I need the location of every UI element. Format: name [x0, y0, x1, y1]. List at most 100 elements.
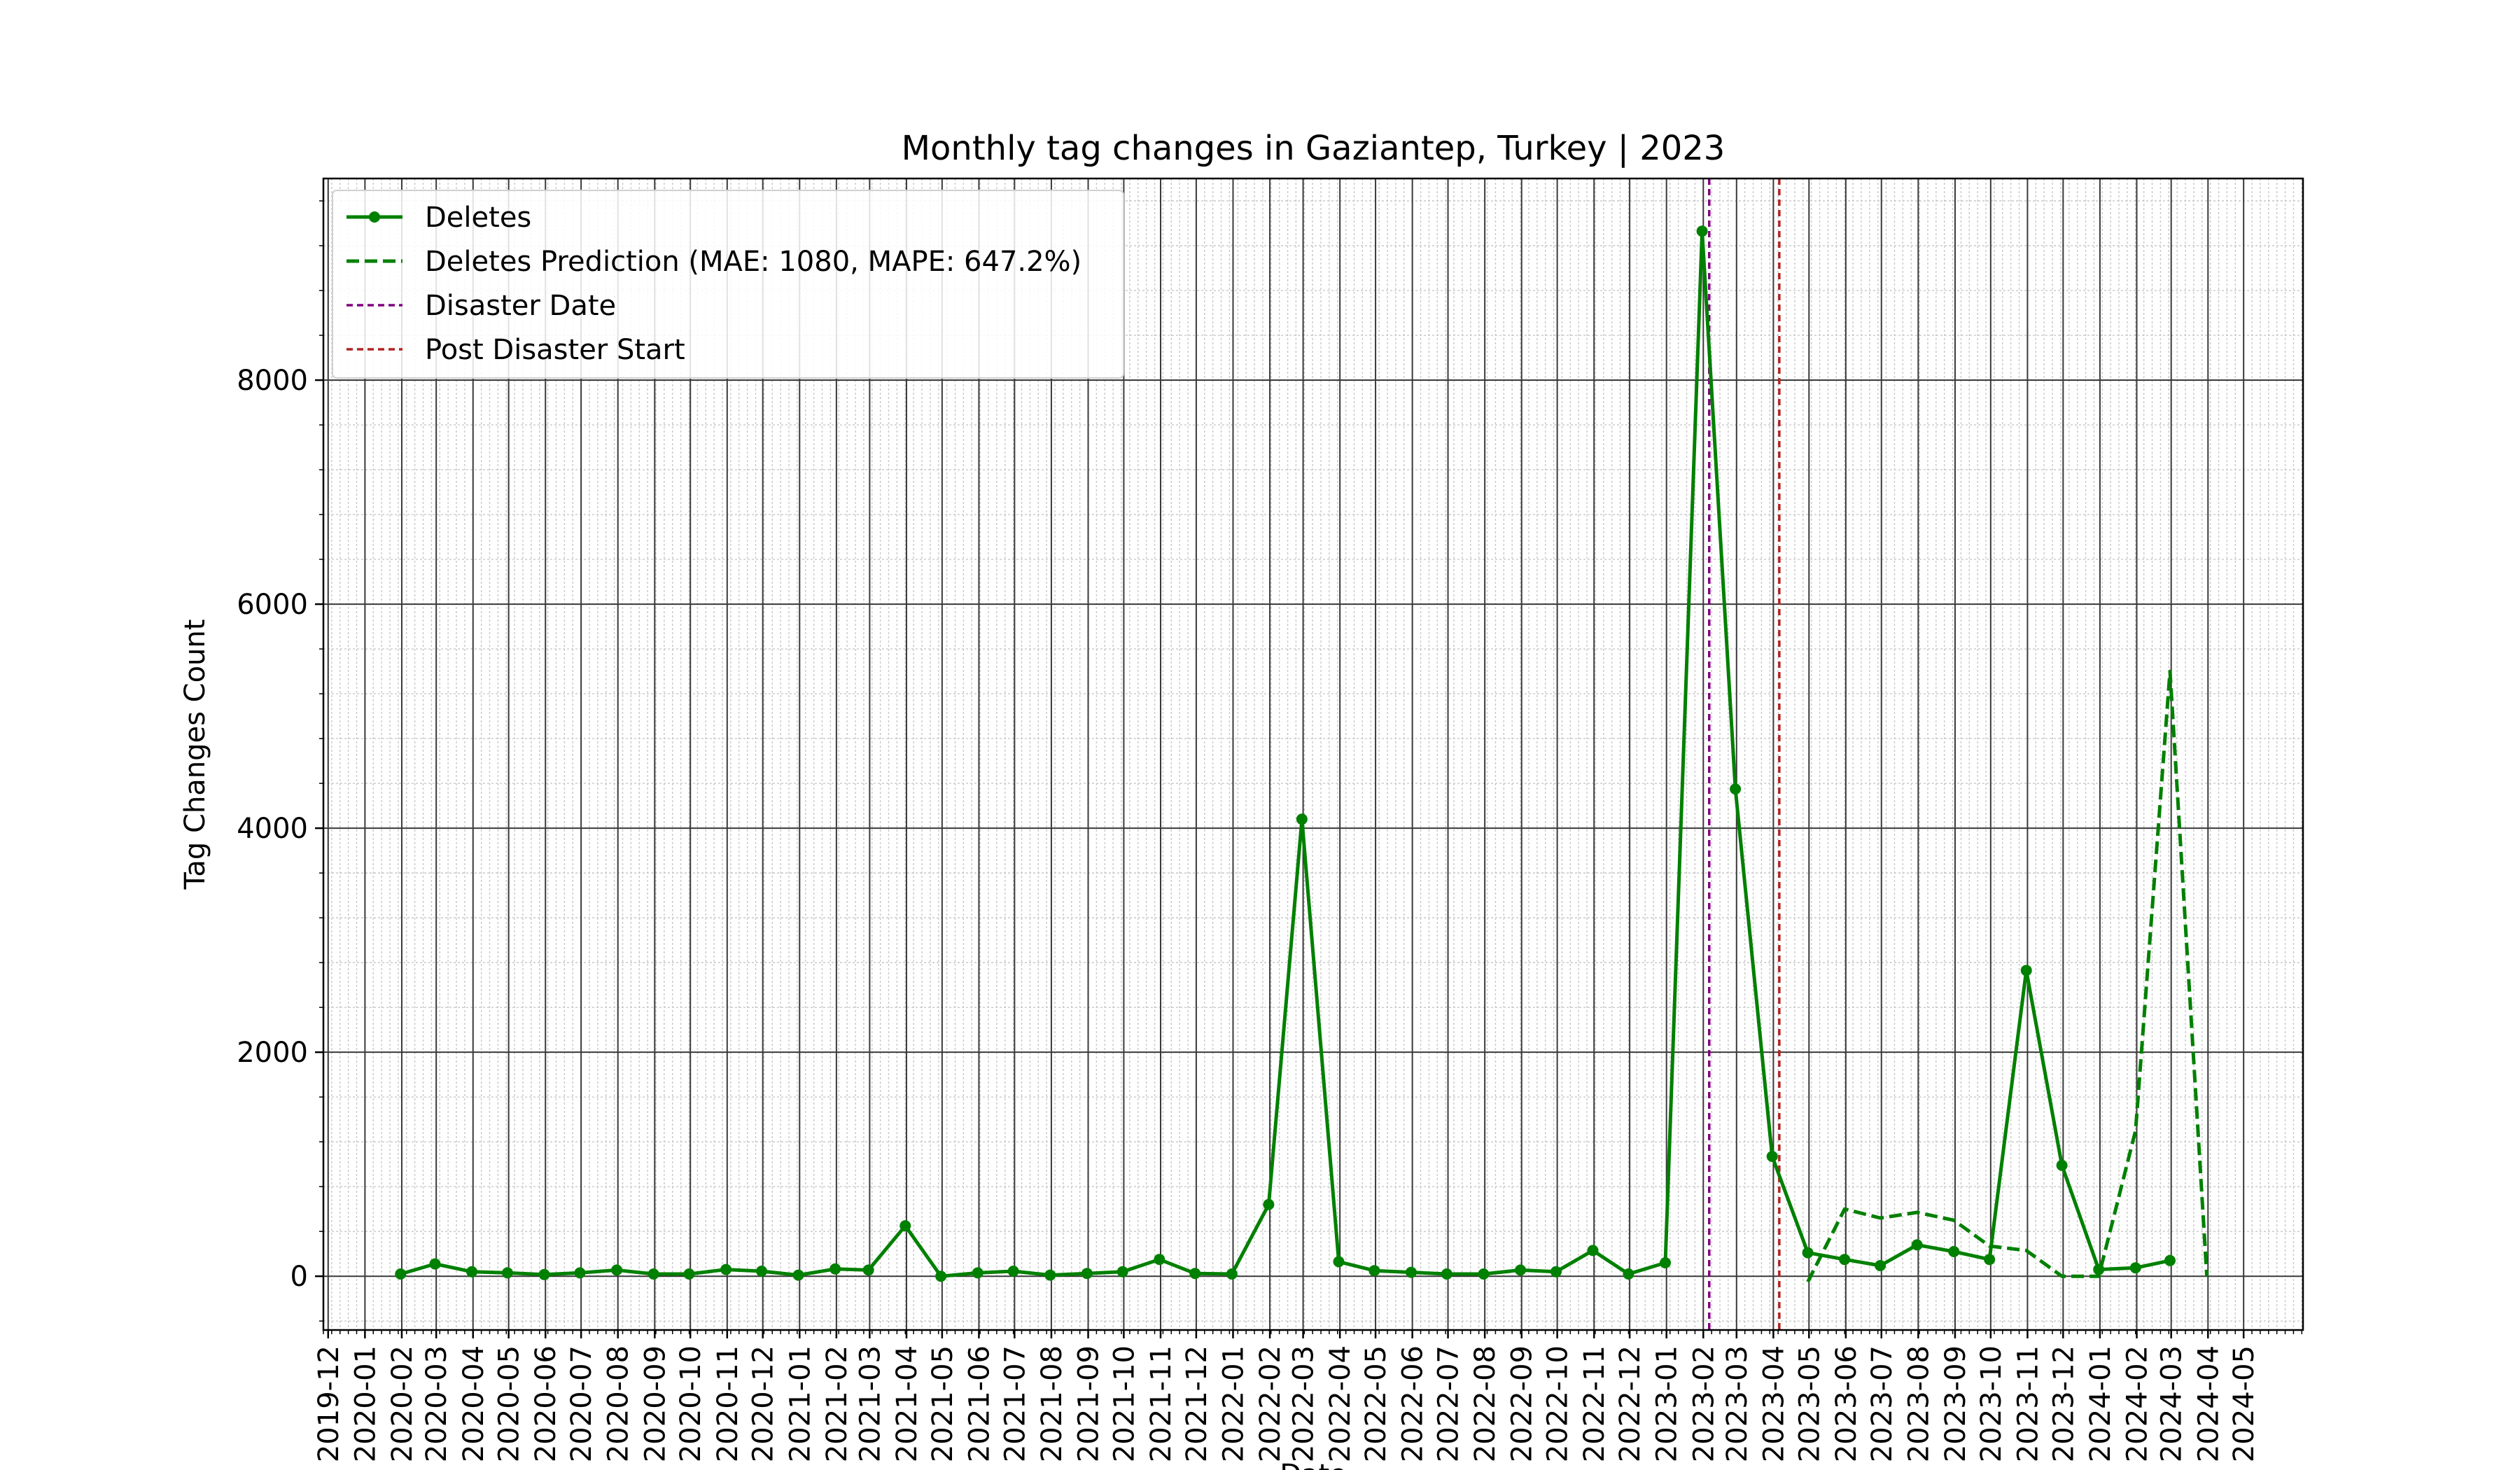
deletes-data-point [429, 1258, 441, 1270]
deletes-data-point [755, 1265, 767, 1277]
x-tick-label: 2023-03 [1721, 1345, 1754, 1462]
deletes-data-point [2056, 1159, 2068, 1171]
x-tick-label: 2023-12 [2047, 1345, 2080, 1462]
deletes-data-point [1984, 1254, 1996, 1266]
x-tick-label: 2024-04 [2192, 1345, 2225, 1462]
deletes-data-point [466, 1266, 478, 1278]
deletes-data-point [611, 1264, 623, 1276]
deletes-data-point [1368, 1265, 1380, 1277]
deletes-data-point [1802, 1247, 1814, 1259]
legend-post-disaster-start-label: Post Disaster Start [425, 334, 685, 366]
deletes-data-point [972, 1267, 983, 1279]
x-tick-label: 2020-03 [421, 1345, 453, 1462]
x-tick-label: 2021-10 [1108, 1345, 1140, 1462]
x-tick-label: 2022-05 [1360, 1345, 1392, 1462]
x-tick-label: 2020-06 [530, 1345, 562, 1462]
x-tick-label: 2023-07 [1866, 1345, 1898, 1462]
x-tick-label: 2024-05 [2228, 1345, 2260, 1462]
plot-frame [322, 177, 2304, 1331]
x-tick-label: 2023-06 [1830, 1345, 1863, 1462]
x-tick-label: 2022-08 [1469, 1345, 1502, 1462]
y-tick-label: 8000 [237, 365, 308, 397]
x-tick-label: 2022-01 [1217, 1345, 1250, 1462]
deletes-data-point [683, 1268, 695, 1280]
deletes-data-point [2020, 965, 2032, 976]
deletes-data-point [1226, 1268, 1238, 1280]
x-axis-label: Date [1280, 1459, 1347, 1470]
x-tick-label: 2023-05 [1793, 1345, 1826, 1462]
deletes-data-point [1587, 1245, 1599, 1256]
deletes-data-point [1478, 1268, 1490, 1280]
deletes-data-point [648, 1268, 659, 1280]
x-tick-label: 2020-05 [493, 1345, 526, 1462]
x-tick-label: 2020-08 [603, 1345, 635, 1462]
deletes-data-point [1660, 1256, 1672, 1268]
y-tick-label: 6000 [237, 589, 308, 621]
x-tick-label: 2021-01 [784, 1345, 816, 1462]
deletes-data-point [935, 1270, 947, 1282]
x-tick-label: 2023-02 [1688, 1345, 1720, 1462]
x-tick-label: 2021-12 [1181, 1345, 1213, 1462]
deletes-data-point [1296, 813, 1308, 825]
y-tick-label: 2000 [237, 1037, 308, 1069]
x-tick-label: 2022-04 [1324, 1345, 1357, 1462]
x-tick-label: 2023-10 [1975, 1345, 2008, 1462]
deletes-series-line [400, 229, 2171, 1278]
deletes-data-point [1839, 1254, 1851, 1266]
x-tick-label: 2022-02 [1254, 1345, 1287, 1462]
y-tick-label: 0 [290, 1261, 308, 1293]
legend-box [332, 190, 1124, 379]
deletes-data-point [1730, 783, 1742, 795]
deletes-data-point [1263, 1198, 1275, 1210]
x-tick-label: 2024-02 [2121, 1345, 2153, 1462]
x-tick-label: 2020-01 [349, 1345, 382, 1462]
x-tick-label: 2022-11 [1578, 1345, 1611, 1462]
deletes-data-point [1405, 1266, 1417, 1278]
x-tick-label: 2020-11 [712, 1345, 744, 1462]
deletes-data-point [395, 1268, 407, 1280]
deletes-data-point [538, 1268, 550, 1280]
x-tick-label: 2022-09 [1506, 1345, 1539, 1462]
x-tick-label: 2021-06 [963, 1345, 995, 1462]
x-tick-label: 2020-12 [748, 1345, 780, 1462]
x-tick-label: 2020-04 [458, 1345, 490, 1462]
x-tick-label: 2022-10 [1542, 1345, 1574, 1462]
x-tick-label: 2020-09 [639, 1345, 671, 1462]
deletes-data-point [1081, 1268, 1093, 1280]
deletes-data-point [1515, 1264, 1527, 1276]
x-tick-label: 2021-04 [891, 1345, 923, 1462]
x-tick-label: 2020-10 [675, 1345, 707, 1462]
deletes-data-point [1044, 1269, 1056, 1281]
legend-deletes-label: Deletes [425, 202, 531, 234]
x-tick-label: 2022-07 [1433, 1345, 1465, 1462]
x-tick-label: 2023-01 [1651, 1345, 1684, 1462]
x-tick-label: 2021-08 [1036, 1345, 1068, 1462]
x-tick-label: 2021-05 [927, 1345, 959, 1462]
legend-deletes-marker [369, 211, 380, 223]
legend-disaster-date-label: Disaster Date [425, 290, 616, 322]
x-tick-label: 2023-08 [1903, 1345, 1935, 1462]
legend-prediction-label: Deletes Prediction (MAE: 1080, MAPE: 647… [425, 246, 1082, 278]
x-tick-label: 2021-09 [1073, 1345, 1105, 1462]
x-tick-label: 2023-04 [1758, 1345, 1790, 1462]
deletes-data-point [1696, 225, 1708, 237]
chart-title: Monthly tag changes in Gaziantep, Turkey… [902, 129, 1726, 168]
x-tick-label: 2020-02 [386, 1345, 419, 1462]
deletes-data-point [1116, 1266, 1128, 1278]
deletes-data-point [1948, 1245, 1960, 1257]
x-tick-label: 2020-07 [566, 1345, 598, 1462]
x-tick-label: 2022-03 [1288, 1345, 1320, 1462]
deletes-data-point [1007, 1265, 1019, 1277]
deletes-data-point [862, 1264, 874, 1276]
deletes-data-point [1875, 1259, 1886, 1271]
deletes-data-point [1911, 1239, 1923, 1251]
y-axis-label: Tag Changes Count [179, 620, 211, 890]
prediction-series-line [1806, 669, 2209, 1283]
deletes-data-point [1766, 1150, 1778, 1162]
deletes-data-point [720, 1264, 732, 1275]
y-tick-label: 4000 [237, 813, 308, 845]
deletes-data-point [1623, 1268, 1634, 1280]
x-tick-label: 2024-01 [2085, 1345, 2117, 1462]
x-tick-label: 2019-12 [313, 1345, 345, 1462]
deletes-data-point [899, 1220, 911, 1232]
